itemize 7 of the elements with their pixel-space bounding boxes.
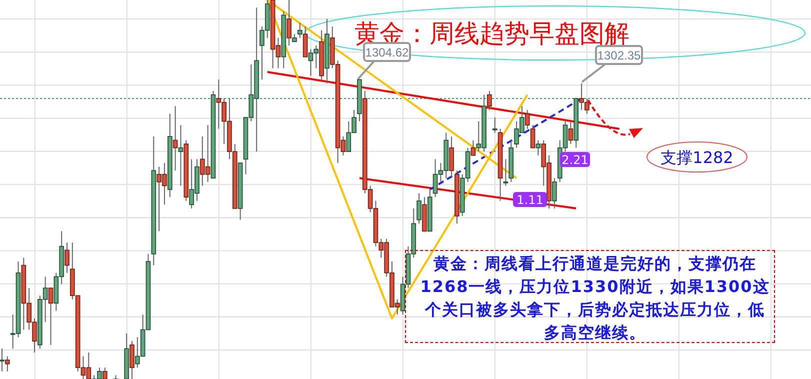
annotation: 1302.35	[597, 48, 642, 62]
annotation: 1.11	[516, 193, 544, 207]
annotation: 支撑1282	[660, 148, 734, 167]
annotation: 1304.62	[365, 46, 410, 60]
callout: 1302.35	[581, 45, 643, 83]
annotation: 2.21	[562, 153, 588, 167]
annotation: 黄金：周线看上行通道是完好的，支撑仍在1268一线，压力位1330附近，如果1300这个关口被多头拿下，后势必定抵达压力位，低多高空继续。	[405, 250, 775, 343]
